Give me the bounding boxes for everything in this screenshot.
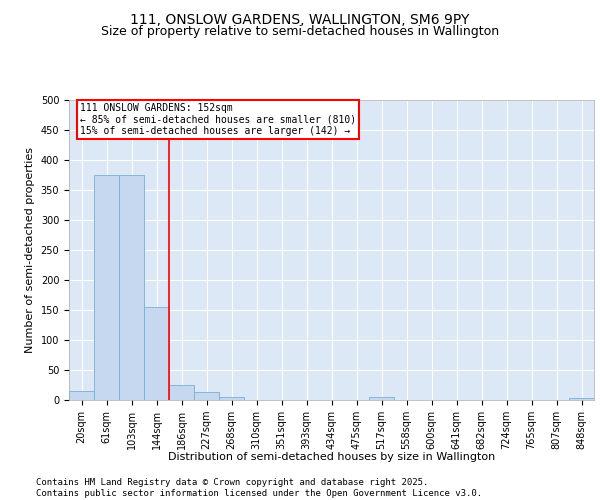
X-axis label: Distribution of semi-detached houses by size in Wallington: Distribution of semi-detached houses by …: [168, 452, 495, 462]
Bar: [119, 175, 144, 400]
Bar: [219, 397, 244, 400]
Text: 111 ONSLOW GARDENS: 152sqm
← 85% of semi-detached houses are smaller (810)
15% o: 111 ONSLOW GARDENS: 152sqm ← 85% of semi…: [79, 103, 356, 136]
Bar: [569, 398, 594, 400]
Bar: [144, 307, 169, 400]
Bar: [194, 392, 219, 400]
Text: Size of property relative to semi-detached houses in Wallington: Size of property relative to semi-detach…: [101, 25, 499, 38]
Bar: [94, 175, 119, 400]
Text: 111, ONSLOW GARDENS, WALLINGTON, SM6 9PY: 111, ONSLOW GARDENS, WALLINGTON, SM6 9PY: [130, 12, 470, 26]
Bar: [169, 385, 194, 400]
Y-axis label: Number of semi-detached properties: Number of semi-detached properties: [25, 147, 35, 353]
Text: Contains HM Land Registry data © Crown copyright and database right 2025.
Contai: Contains HM Land Registry data © Crown c…: [36, 478, 482, 498]
Bar: [69, 391, 94, 400]
Bar: [369, 397, 394, 400]
